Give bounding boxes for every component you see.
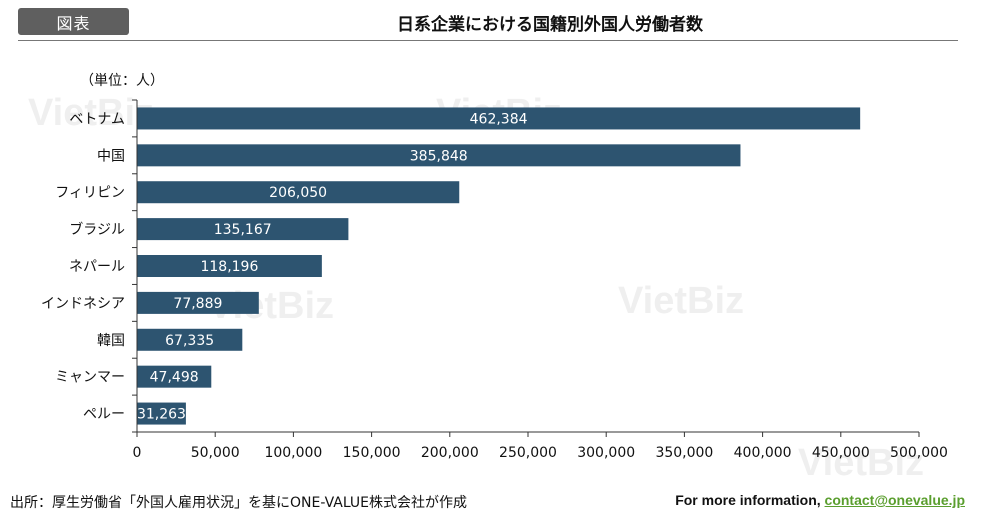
category-label: ベトナム [69, 111, 125, 127]
bar [137, 107, 861, 130]
chart-title: 日系企業における国籍別外国人労働者数 [397, 15, 703, 35]
data-label: 385,848 [410, 148, 468, 164]
data-label: 206,050 [269, 185, 327, 201]
category-label: フィリピン [55, 185, 125, 201]
data-label: 47,498 [150, 370, 199, 386]
x-tick-label: 350,000 [655, 445, 713, 461]
x-tick-label: 300,000 [577, 445, 635, 461]
bar [137, 365, 212, 388]
x-tick-label: 500,000 [890, 445, 948, 461]
data-label: 462,384 [470, 111, 528, 127]
category-label: ペルー [83, 407, 125, 423]
data-label: 135,167 [214, 222, 272, 238]
category-label: 中国 [97, 148, 125, 164]
data-label: 67,335 [165, 333, 214, 349]
more-info-text: For more information, [675, 492, 825, 508]
x-tick-label: 250,000 [499, 445, 557, 461]
bar [137, 144, 741, 167]
x-tick-label: 50,000 [191, 445, 240, 461]
bar [137, 291, 259, 314]
x-tick-label: 400,000 [734, 445, 792, 461]
bar [137, 255, 322, 277]
title-divider [18, 40, 958, 41]
category-label: ミャンマー [55, 370, 125, 386]
bar [137, 181, 460, 204]
more-info: For more information, contact@onevalue.j… [675, 492, 965, 508]
x-tick-label: 450,000 [812, 445, 870, 461]
unit-label: （単位：人） [80, 73, 164, 89]
category-label: インドネシア [41, 296, 125, 312]
contact-email-link[interactable]: contact@onevalue.jp [824, 492, 965, 508]
category-label: 韓国 [97, 333, 125, 349]
bar [137, 402, 186, 425]
x-tick-label: 200,000 [421, 445, 479, 461]
category-label: ブラジル [69, 221, 125, 238]
bar [137, 328, 243, 351]
bar [137, 218, 349, 241]
figure-tag: 図表 [18, 8, 129, 35]
data-label: 31,263 [137, 407, 186, 423]
source-note: 出所：厚生労働省「外国人雇用状況」を基にONE-VALUE株式会社が作成 [10, 495, 468, 511]
category-label: ネパール [69, 259, 125, 275]
x-tick-label: 150,000 [343, 445, 401, 461]
x-tick-label: 100,000 [264, 445, 322, 461]
x-tick-label: 0 [133, 445, 142, 461]
data-label: 118,196 [200, 259, 258, 275]
data-label: 77,889 [173, 296, 222, 312]
bar-chart: ベトナム 462,384 中国 385,848 フィリピン 206,050 ブラジル 135,… [41, 99, 948, 461]
